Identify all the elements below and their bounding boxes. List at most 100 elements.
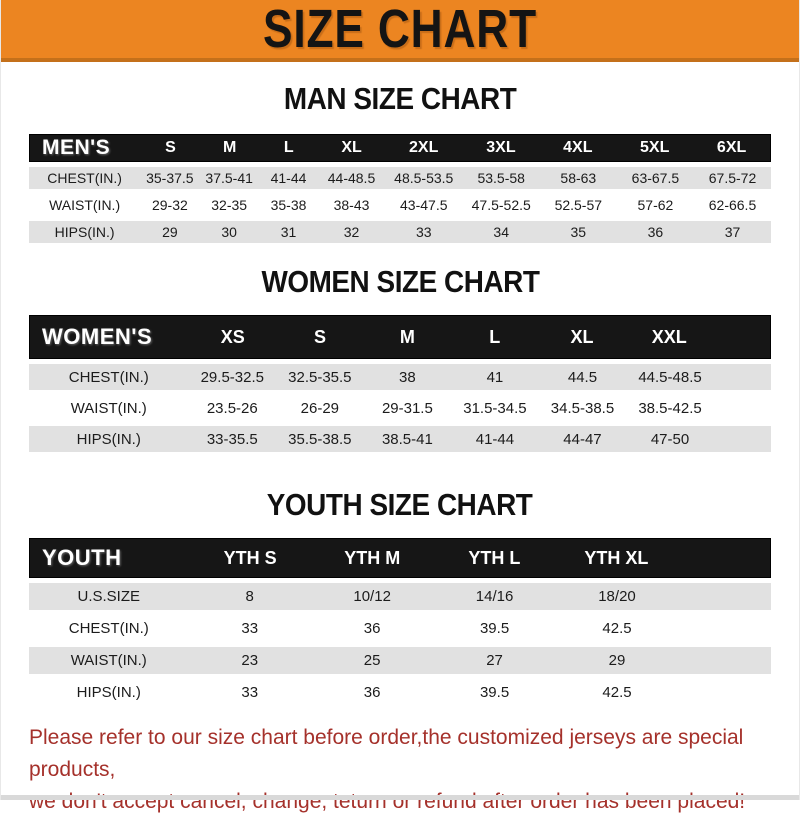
- size-value-cell: 29-32: [151, 197, 188, 213]
- man-size-chart-title: MAN SIZE CHART: [283, 81, 517, 116]
- measurement-row: HIPS(IN.) 33-35.5 35.5-38.5 38.5-41 41-44 44-…: [29, 426, 771, 452]
- row-label: U.S.SIZE: [77, 588, 141, 605]
- row-label: HIPS(IN.): [76, 430, 141, 448]
- size-value-cell: 44-47: [563, 430, 602, 448]
- size-value-cell: 31: [280, 224, 297, 240]
- table-title-cell: WOMEN'S: [42, 324, 153, 349]
- size-value-cell: 39.5: [479, 684, 510, 701]
- size-value-cell: 38: [399, 368, 416, 386]
- size-column-header: YTH L: [468, 547, 521, 568]
- size-value-cell: 38.5-42.5: [638, 399, 702, 417]
- size-value-cell: 29-31.5: [381, 399, 433, 417]
- bottom-edge-strip: [1, 795, 799, 800]
- size-value-cell: 34.5-38.5: [550, 399, 615, 417]
- banner-title: SIZE CHART: [263, 0, 537, 59]
- size-column-header: L: [283, 139, 294, 156]
- size-value-cell: 41: [486, 368, 504, 386]
- size-value-cell: 42.5: [602, 684, 632, 701]
- size-column-header: YTH XL: [584, 547, 649, 568]
- table-title-cell: MEN'S: [42, 136, 111, 159]
- size-value-cell: 41-44: [270, 170, 307, 186]
- women-size-table: WOMEN'S XS S M L XL XXL CHEST(IN.) 29.5-32.5 32.5…: [29, 315, 771, 452]
- row-label: WAIST(IN.): [70, 652, 147, 669]
- row-label: CHEST(IN.): [68, 368, 149, 386]
- size-value-cell: 37: [724, 224, 741, 240]
- size-value-cell: 47.5-52.5: [471, 197, 531, 213]
- table-header-row: MEN'S S M L XL 2XL 3XL 4XL 5XL 6XL: [29, 134, 771, 162]
- size-value-cell: 35: [570, 224, 587, 240]
- size-value-cell: 37.5-41: [205, 170, 253, 186]
- size-column-header: L: [489, 326, 501, 347]
- size-value-cell: 58-63: [560, 170, 597, 186]
- size-value-cell: 47-50: [650, 430, 690, 448]
- filler-cell: [714, 395, 771, 421]
- size-value-cell: 29: [162, 224, 178, 240]
- size-value-cell: 62-66.5: [708, 197, 757, 213]
- size-value-cell: 14/16: [475, 588, 514, 605]
- size-column-header: XL: [341, 139, 362, 156]
- section-heading-man: MAN SIZE CHART: [1, 82, 799, 116]
- size-value-cell: 35-38: [270, 197, 307, 213]
- size-column-header: 2XL: [409, 139, 439, 156]
- filler-cell: [678, 583, 771, 610]
- size-value-cell: 27: [486, 652, 503, 669]
- measurement-row: CHEST(IN.) 33 36 39.5 42.5: [29, 615, 771, 642]
- size-value-cell: 44-48.5: [327, 170, 376, 186]
- measurement-row: CHEST(IN.) 29.5-32.5 32.5-35.5 38 41 44.5 44.5…: [29, 364, 771, 390]
- size-value-cell: 30: [221, 224, 237, 240]
- size-value-cell: 43-47.5: [400, 197, 448, 213]
- note-line-2: we don't accept cancel, change, teturn o…: [29, 790, 746, 813]
- measurement-row: HIPS(IN.) 29 30 31 32 33 34 35 36 37: [29, 221, 771, 243]
- size-value-cell: 33: [241, 684, 259, 701]
- size-value-cell: 35-37.5: [146, 170, 194, 186]
- filler-cell: [714, 426, 771, 452]
- size-column-header: 5XL: [640, 139, 670, 156]
- size-column-header: XS: [220, 326, 245, 347]
- size-column-header: YTH M: [344, 547, 401, 568]
- size-value-cell: 57-62: [637, 197, 674, 213]
- size-column-header: YTH S: [223, 547, 277, 568]
- row-label: WAIST(IN.): [49, 197, 121, 213]
- filler-cell: [677, 539, 770, 577]
- size-value-cell: 48.5-53.5: [394, 170, 454, 186]
- size-value-cell: 33-35.5: [206, 430, 258, 448]
- measurement-row: WAIST(IN.) 29-32 32-35 35-38 38-43 43-47.5 47.…: [29, 194, 771, 216]
- size-column-header: S: [314, 326, 327, 347]
- size-value-cell: 44.5: [567, 368, 598, 386]
- row-label: CHEST(IN.): [68, 620, 149, 637]
- size-value-cell: 36: [647, 224, 664, 240]
- size-value-cell: 29.5-32.5: [200, 368, 264, 386]
- measurement-row: CHEST(IN.) 35-37.5 37.5-41 41-44 44-48.5 48.5…: [29, 167, 771, 189]
- size-column-header: XL: [570, 326, 594, 347]
- size-column-header: 4XL: [563, 139, 593, 156]
- size-value-cell: 41-44: [475, 430, 515, 448]
- row-label: CHEST(IN.): [47, 170, 122, 186]
- size-value-cell: 36: [363, 620, 381, 637]
- filler-cell: [713, 316, 770, 358]
- size-value-cell: 32-35: [211, 197, 248, 213]
- filler-cell: [678, 615, 771, 642]
- table-header-row: WOMEN'S XS S M L XL XXL: [29, 315, 771, 359]
- filler-cell: [714, 364, 771, 390]
- size-value-cell: 23.5-26: [206, 399, 258, 417]
- size-value-cell: 36: [363, 684, 381, 701]
- row-label: WAIST(IN.): [70, 399, 147, 417]
- size-column-header: 6XL: [716, 139, 747, 156]
- table-title-cell: YOUTH: [42, 545, 122, 570]
- size-value-cell: 38.5-41: [381, 430, 433, 448]
- women-size-chart-title: WOMEN SIZE CHART: [261, 264, 539, 299]
- size-value-cell: 35.5-38.5: [288, 430, 352, 448]
- size-value-cell: 25: [363, 652, 381, 669]
- measurement-row: U.S.SIZE 8 10/12 14/16 18/20: [29, 583, 771, 610]
- filler-cell: [678, 647, 771, 674]
- note-line-1: Please refer to our size chart before or…: [29, 726, 744, 781]
- section-heading-women: WOMEN SIZE CHART: [1, 265, 799, 299]
- filler-cell: [678, 679, 771, 706]
- row-label: HIPS(IN.): [76, 684, 141, 701]
- table-header-row: YOUTH YTH S YTH M YTH L YTH XL: [29, 538, 771, 578]
- size-value-cell: 52.5-57: [554, 197, 603, 213]
- size-value-cell: 38-43: [333, 197, 370, 213]
- size-value-cell: 32: [343, 224, 360, 240]
- size-value-cell: 34: [493, 224, 509, 240]
- size-value-cell: 31.5-34.5: [463, 399, 527, 417]
